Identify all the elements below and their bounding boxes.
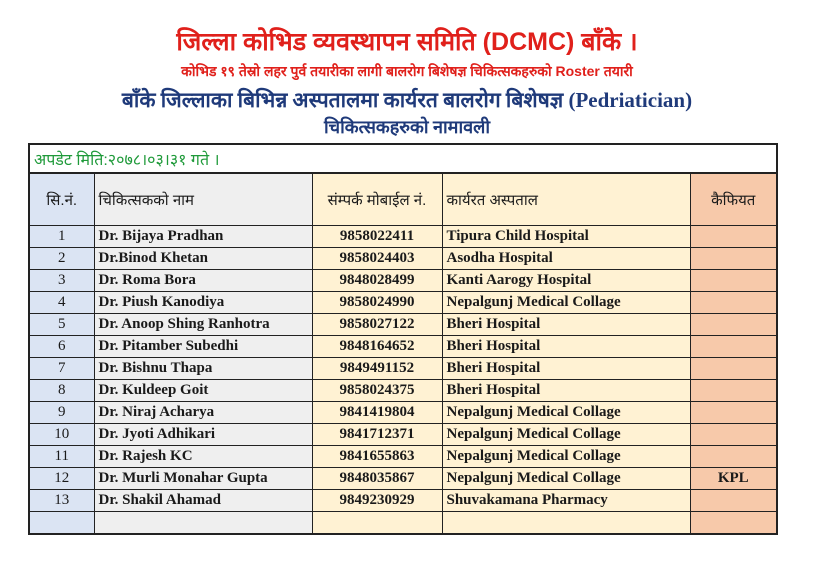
name-cell: Dr. Kuldeep Goit <box>93 379 313 402</box>
sn-cell: 6 <box>28 335 95 358</box>
col-header-remarks: कैफियत <box>689 172 779 226</box>
heading-line-3: बाँके जिल्लाका बिभिन्न अस्पतालमा कार्यरत… <box>121 88 693 112</box>
sn-cell: 11 <box>28 445 95 468</box>
mobile-cell: 9858024990 <box>311 291 443 314</box>
hospital-cell: Bheri Hospital <box>441 379 691 402</box>
sn-cell: 9 <box>28 401 95 424</box>
remarks-cell <box>689 313 779 336</box>
table-row: 12 Dr. Murli Monahar Gupta 9848035867 Nepal… <box>28 467 779 490</box>
table-row: 8 Dr. Kuldeep Goit 9858024375 Bheri Hospita… <box>28 379 779 402</box>
table-row: 11 Dr. Rajesh KC 9841655863 Nepalgunj Medic… <box>28 445 779 468</box>
name-cell: Dr. Pitamber Subedhi <box>93 335 313 358</box>
sn-cell: 5 <box>28 313 95 336</box>
remarks-cell <box>689 357 779 380</box>
mobile-cell: 9841419804 <box>311 401 443 424</box>
col-header-mobile: संम्पर्क मोबाईल नं. <box>311 172 443 226</box>
hospital-cell: Bheri Hospital <box>441 313 691 336</box>
sn-cell: 2 <box>28 247 95 270</box>
mobile-cell: 9858022411 <box>311 225 443 248</box>
remarks-cell <box>689 379 779 402</box>
hospital-cell: Nepalgunj Medical Collage <box>441 445 691 468</box>
hospital-cell: Kanti Aarogy Hospital <box>441 269 691 292</box>
remarks-cell <box>689 489 779 512</box>
hospital-cell: Tipura Child Hospital <box>441 225 691 248</box>
name-cell: Dr. Murli Monahar Gupta <box>93 467 313 490</box>
remarks-cell <box>689 247 779 270</box>
table-row <box>28 511 779 535</box>
mobile-cell: 9841712371 <box>311 423 443 446</box>
mobile-cell: 9848028499 <box>311 269 443 292</box>
remarks-cell <box>689 401 779 424</box>
page-subtitle: कोभिड १९ तेस्रो लहर पुर्व तयारीका लागी ब… <box>181 63 633 79</box>
remarks-cell <box>689 269 779 292</box>
remarks-cell <box>689 335 779 358</box>
mobile-cell <box>311 511 443 535</box>
sn-cell: 10 <box>28 423 95 446</box>
table-row: 3 Dr. Roma Bora 9848028499 Kanti Aarogy Hos… <box>28 269 779 292</box>
remarks-cell: KPL <box>689 467 779 490</box>
hospital-cell: Bheri Hospital <box>441 357 691 380</box>
hospital-cell: Nepalgunj Medical Collage <box>441 467 691 490</box>
table-row: 4 Dr. Piush Kanodiya 9858024990 Nepalgunj M… <box>28 291 779 314</box>
sn-cell: 3 <box>28 269 95 292</box>
mobile-cell: 9849230929 <box>311 489 443 512</box>
sn-cell: 13 <box>28 489 95 512</box>
sn-cell: 7 <box>28 357 95 380</box>
hospital-cell: Nepalgunj Medical Collage <box>441 423 691 446</box>
remarks-cell <box>689 423 779 446</box>
table-row: 9 Dr. Niraj Acharya 9841419804 Nepalgunj Me… <box>28 401 779 424</box>
name-cell: Dr. Anoop Shing Ranhotra <box>93 313 313 336</box>
table-row: 5 Dr. Anoop Shing Ranhotra 9858027122 Bheri… <box>28 313 779 336</box>
sn-cell: 4 <box>28 291 95 314</box>
sn-cell: 8 <box>28 379 95 402</box>
table-row: 1 Dr. Bijaya Pradhan 9858022411 Tipura Chil… <box>28 225 779 248</box>
hospital-cell <box>441 511 691 535</box>
hospital-cell: Nepalgunj Medical Collage <box>441 291 691 314</box>
remarks-cell <box>689 445 779 468</box>
mobile-cell: 9841655863 <box>311 445 443 468</box>
sn-cell <box>28 511 95 535</box>
sn-cell: 12 <box>28 467 95 490</box>
remarks-cell <box>689 511 779 535</box>
name-cell: Dr. Rajesh KC <box>93 445 313 468</box>
mobile-cell: 9858027122 <box>311 313 443 336</box>
doctor-roster-table: अपडेट मिति:२०७८।०३।३१ गते । सि.नं. चिकित… <box>27 143 779 535</box>
table-row: 7 Dr. Bishnu Thapa 9849491152 Bheri Hospita… <box>28 357 779 380</box>
name-cell: Dr.Binod Khetan <box>93 247 313 270</box>
update-date: अपडेट मिति:२०७८।०३।३१ गते । <box>27 143 779 174</box>
mobile-cell: 9858024375 <box>311 379 443 402</box>
update-row: अपडेट मिति:२०७८।०३।३१ गते । <box>27 143 779 174</box>
remarks-cell <box>689 225 779 248</box>
hospital-cell: Asodha Hospital <box>441 247 691 270</box>
table-row: 2 Dr.Binod Khetan 9858024403 Asodha Hospita… <box>28 247 779 270</box>
name-cell: Dr. Roma Bora <box>93 269 313 292</box>
page-title: जिल्ला कोभिड व्यवस्थापन समिति (DCMC) बाँ… <box>176 28 638 56</box>
hospital-cell: Shuvakamana Pharmacy <box>441 489 691 512</box>
mobile-cell: 9848164652 <box>311 335 443 358</box>
col-header-name: चिकित्सकको नाम <box>93 172 313 226</box>
name-cell: Dr. Bijaya Pradhan <box>93 225 313 248</box>
heading-line-4: चिकित्सकहरुको नामावली <box>324 117 490 137</box>
mobile-cell: 9848035867 <box>311 467 443 490</box>
hospital-cell: Nepalgunj Medical Collage <box>441 401 691 424</box>
name-cell <box>93 511 313 535</box>
col-header-hospital: कार्यरत अस्पताल <box>441 172 691 226</box>
col-header-sn: सि.नं. <box>28 172 95 226</box>
mobile-cell: 9858024403 <box>311 247 443 270</box>
table-row: 10 Dr. Jyoti Adhikari 9841712371 Nepalgunj … <box>28 423 779 446</box>
name-cell: Dr. Jyoti Adhikari <box>93 423 313 446</box>
name-cell: Dr. Niraj Acharya <box>93 401 313 424</box>
name-cell: Dr. Piush Kanodiya <box>93 291 313 314</box>
name-cell: Dr. Shakil Ahamad <box>93 489 313 512</box>
hospital-cell: Bheri Hospital <box>441 335 691 358</box>
name-cell: Dr. Bishnu Thapa <box>93 357 313 380</box>
header-row: सि.नं. चिकित्सकको नाम संम्पर्क मोबाईल नं… <box>28 172 779 226</box>
table-row: 6 Dr. Pitamber Subedhi 9848164652 Bheri Hos… <box>28 335 779 358</box>
remarks-cell <box>689 291 779 314</box>
mobile-cell: 9849491152 <box>311 357 443 380</box>
table-row: 13 Dr. Shakil Ahamad 9849230929 Shuvakamana… <box>28 489 779 512</box>
sn-cell: 1 <box>28 225 95 248</box>
